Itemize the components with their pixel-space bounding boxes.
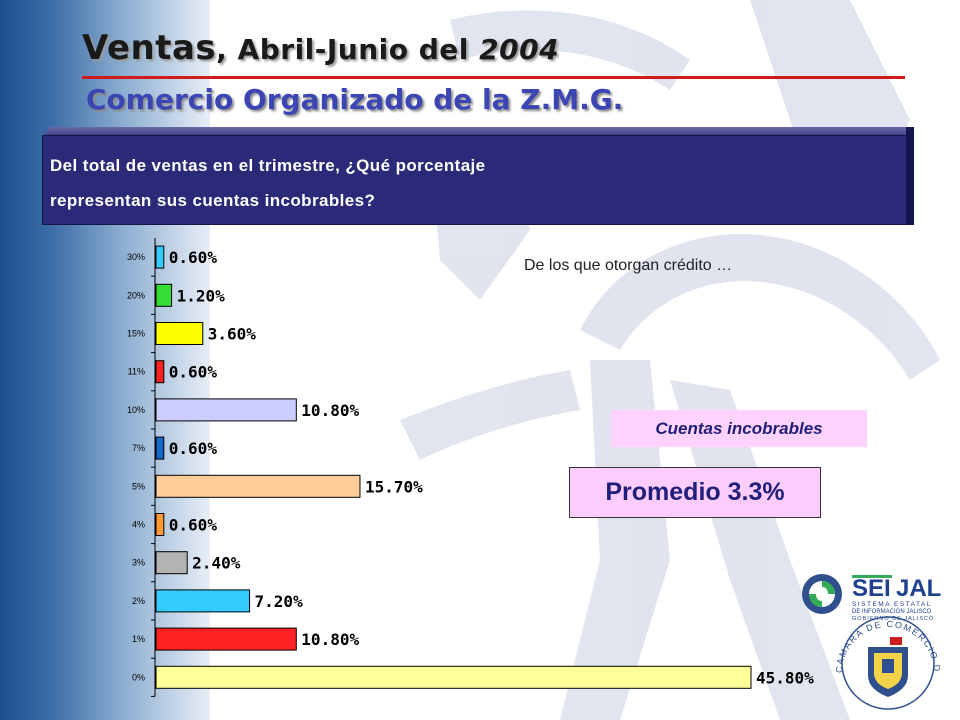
credit-note: De los que otorgan crédito … [524, 257, 733, 274]
bar-value-label: 0.60% [169, 248, 218, 267]
question-box-bevel-side [906, 127, 914, 225]
bar [155, 322, 204, 345]
seijal-name-b: JAL [896, 575, 941, 602]
category-tick-label: 20% [127, 290, 145, 300]
bar-value-label: 3.60% [208, 325, 257, 344]
category-tick-label: 4% [132, 520, 145, 530]
bar [155, 245, 165, 269]
seijal-name-a: SEI [852, 575, 891, 602]
average-callout: Promedio 3.3% [569, 467, 821, 518]
bar [155, 436, 165, 460]
question-line-2: representan sus cuentas incobrables? [50, 191, 376, 210]
question-box [42, 135, 912, 225]
bar-value-label: 0.60% [169, 516, 218, 535]
question-text: Del total de ventas en el trimestre, ¿Qu… [50, 148, 890, 218]
bar [155, 283, 173, 307]
seijal-line-2: DE INFORMACIÓN JALISCO [852, 608, 932, 615]
cuentas-incobrables-label: Cuentas incobrables [611, 410, 867, 447]
bar [155, 360, 165, 384]
title-year: 2004 [479, 33, 560, 66]
bar-value-label: 7.20% [255, 592, 304, 611]
category-tick-label: 0% [132, 672, 145, 682]
category-tick-label: 7% [132, 443, 145, 453]
bar [155, 398, 297, 422]
title-underline [82, 76, 905, 79]
question-box-bevel-top [42, 127, 914, 137]
title-word: Ventas [82, 28, 217, 68]
bar [155, 627, 297, 651]
bar [155, 589, 251, 613]
bar-value-label: 15.70% [365, 477, 423, 496]
bar [155, 551, 188, 575]
bar [155, 665, 752, 689]
bar-value-label: 0.60% [169, 363, 218, 382]
camara-de-comercio-seal: CAMARA DE COMERCIO DE GUADALAJARA [830, 603, 941, 710]
seijal-line-1: SISTEMA ESTATAL [852, 601, 932, 608]
bar [155, 513, 165, 536]
bar-value-label: 10.80% [301, 401, 359, 420]
bar-value-label: 45.80% [756, 668, 814, 687]
category-tick-label: 1% [132, 634, 145, 644]
bar-value-label: 2.40% [192, 554, 241, 573]
category-tick-label: 10% [127, 405, 145, 415]
bar [155, 474, 361, 498]
category-tick-label: 2% [132, 596, 145, 606]
category-tick-label: 5% [132, 481, 145, 491]
seijal-logo: SEI JAL SISTEMA ESTATAL DE INFORMACIÓN J… [802, 574, 941, 622]
category-tick-label: 3% [132, 558, 145, 568]
slide-subtitle: Comercio Organizado de la Z.M.G. [86, 83, 624, 116]
seijal-line-3: GOBIERNO DE JALISCO [852, 616, 934, 622]
bar-value-label: 1.20% [177, 286, 226, 305]
bar-value-label: 10.80% [301, 630, 359, 649]
category-tick-label: 30% [127, 252, 145, 262]
bar-value-label: 0.60% [169, 439, 218, 458]
slide-title: Ventas, Abril-Junio del 2004 [82, 28, 559, 68]
category-tick-label: 11% [128, 367, 145, 377]
category-tick-label: 15% [127, 329, 145, 339]
title-period: , Abril-Junio del [216, 33, 480, 66]
question-line-1: Del total de ventas en el trimestre, ¿Qu… [50, 156, 486, 175]
